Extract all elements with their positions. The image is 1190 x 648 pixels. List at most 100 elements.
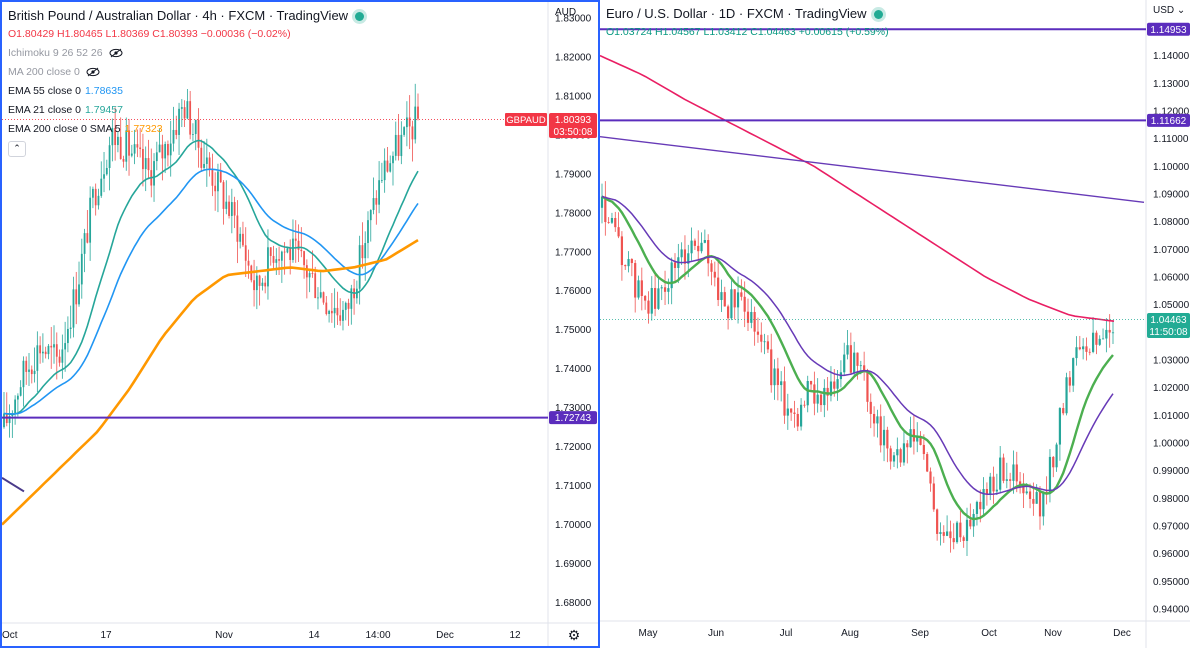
candle-body (275, 259, 278, 263)
candle-body (796, 413, 799, 427)
ma-slow-line (601, 195, 1114, 496)
left-currency-label[interactable]: AUD (555, 7, 577, 18)
candle-body (939, 532, 942, 534)
candle-body (1052, 456, 1055, 468)
candle-body (189, 101, 192, 135)
candle-body (117, 136, 119, 146)
right-y-tick-label: 1.10000 (1153, 162, 1190, 173)
candle-body (886, 429, 889, 449)
candle-body (317, 297, 319, 299)
right-y-tick-label: 0.99000 (1153, 466, 1190, 477)
candle-body (222, 182, 225, 209)
candle-body (389, 163, 392, 172)
candle-body (72, 289, 75, 328)
candle-body (133, 144, 136, 154)
left-chart-panel[interactable]: 1.830001.820001.810001.800001.790001.780… (0, 0, 600, 648)
candle-body (1005, 479, 1008, 481)
candle-body (843, 354, 846, 373)
right-ohlc: O1.03724 H1.04567 L1.03412 C1.04463 +0.0… (606, 23, 889, 42)
candle-body (607, 222, 610, 223)
right-high: H1.04567 (655, 26, 701, 38)
ema-55-line (3, 168, 419, 415)
candle-body (1072, 358, 1075, 386)
descending-trendline[interactable] (600, 136, 1145, 203)
candle-body (803, 404, 806, 406)
candle-body (255, 275, 258, 291)
hidden-eye-icon[interactable] (86, 67, 100, 77)
candle-body (955, 522, 959, 543)
right-x-tick-label: May (639, 628, 658, 639)
candle-body (766, 341, 770, 350)
indicator-row[interactable]: EMA 200 close 0 SMA 5 1.77323 (8, 120, 364, 139)
indicator-value: 1.77323 (124, 123, 163, 135)
collapse-legend-icon[interactable]: ⌃ (8, 141, 26, 157)
last-price-tag (1147, 312, 1190, 338)
right-y-tick-label: 1.08000 (1153, 217, 1190, 228)
candle-body (823, 387, 826, 406)
candle-body (330, 310, 333, 314)
right-y-tick-label: 1.00000 (1153, 438, 1190, 449)
candle-body (22, 360, 25, 388)
candle-body (411, 126, 414, 140)
candle-body (414, 106, 417, 140)
candle-body (403, 127, 406, 135)
candle-body (19, 387, 22, 396)
candle-body (258, 275, 261, 286)
candle-body (902, 443, 906, 463)
candle-body (780, 381, 783, 386)
candle-body (108, 145, 111, 168)
left-y-tick-label: 1.70000 (555, 520, 592, 531)
indicator-row[interactable]: EMA 21 close 0 1.79457 (8, 101, 364, 120)
right-x-tick-label: Jul (780, 628, 793, 639)
candle-body (853, 352, 856, 373)
candle-body (896, 449, 899, 456)
candle-body (364, 243, 367, 259)
candle-body (876, 416, 879, 424)
candle-body (1012, 464, 1015, 481)
candle-body (949, 531, 952, 539)
candle-body (92, 188, 94, 198)
candle-body (743, 296, 746, 312)
candle-body (634, 263, 637, 298)
candle-body (1015, 464, 1018, 482)
right-chart-panel[interactable]: 1.14000 1.13000 1.12000 1.11000 1.10000 1.090… (600, 0, 1190, 648)
right-title-text: Euro / U.S. Dollar · 1D · FXCM · Trading… (606, 6, 867, 21)
candle-body (683, 249, 687, 264)
candle-body (144, 158, 147, 170)
candle-body (380, 180, 383, 181)
candle-body (328, 310, 330, 315)
candle-body (139, 147, 142, 150)
candle-body (909, 429, 912, 448)
hidden-eye-icon[interactable] (109, 48, 123, 58)
settings-gear-icon[interactable]: ⚙ (568, 627, 581, 643)
right-symbol-title[interactable]: Euro / U.S. Dollar · 1D · FXCM · Trading… (606, 4, 889, 23)
candle-body (703, 240, 706, 243)
indicator-row[interactable]: Ichimoku 9 26 52 26 (8, 44, 364, 63)
candle-body (247, 260, 250, 266)
candle-body (813, 384, 816, 404)
candle-body (710, 263, 713, 272)
candle-body (627, 259, 630, 267)
candle-body (147, 158, 150, 171)
indicator-row[interactable]: EMA 55 close 0 1.78635 (8, 82, 364, 101)
candle-body (959, 522, 962, 538)
candle-body (392, 155, 394, 164)
candle-body (1025, 491, 1028, 494)
candle-body (128, 130, 130, 156)
candle-body (361, 245, 364, 259)
candle-body (228, 201, 230, 216)
candle-body (663, 287, 667, 292)
left-y-tick-label: 1.74000 (555, 364, 592, 375)
symbol-tag-text: GBPAUD (506, 115, 546, 126)
candle-body (776, 368, 779, 386)
right-y-tick-label: 1.09000 (1153, 189, 1190, 200)
gbpaud-chart[interactable]: 1.830001.820001.810001.800001.790001.780… (2, 2, 598, 646)
candle-body (53, 344, 55, 348)
left-symbol-title[interactable]: British Pound / Australian Dollar · 4h ·… (8, 6, 365, 25)
candle-body (1002, 457, 1005, 481)
right-currency-label[interactable]: USD ⌄ (1153, 5, 1186, 16)
indicator-row[interactable]: MA 200 close 0 (8, 63, 364, 82)
indicator-label: EMA 21 close 0 (8, 104, 81, 116)
eurusd-chart[interactable]: 1.14000 1.13000 1.12000 1.11000 1.10000 1.090… (600, 0, 1190, 648)
candle-body (1038, 492, 1042, 517)
